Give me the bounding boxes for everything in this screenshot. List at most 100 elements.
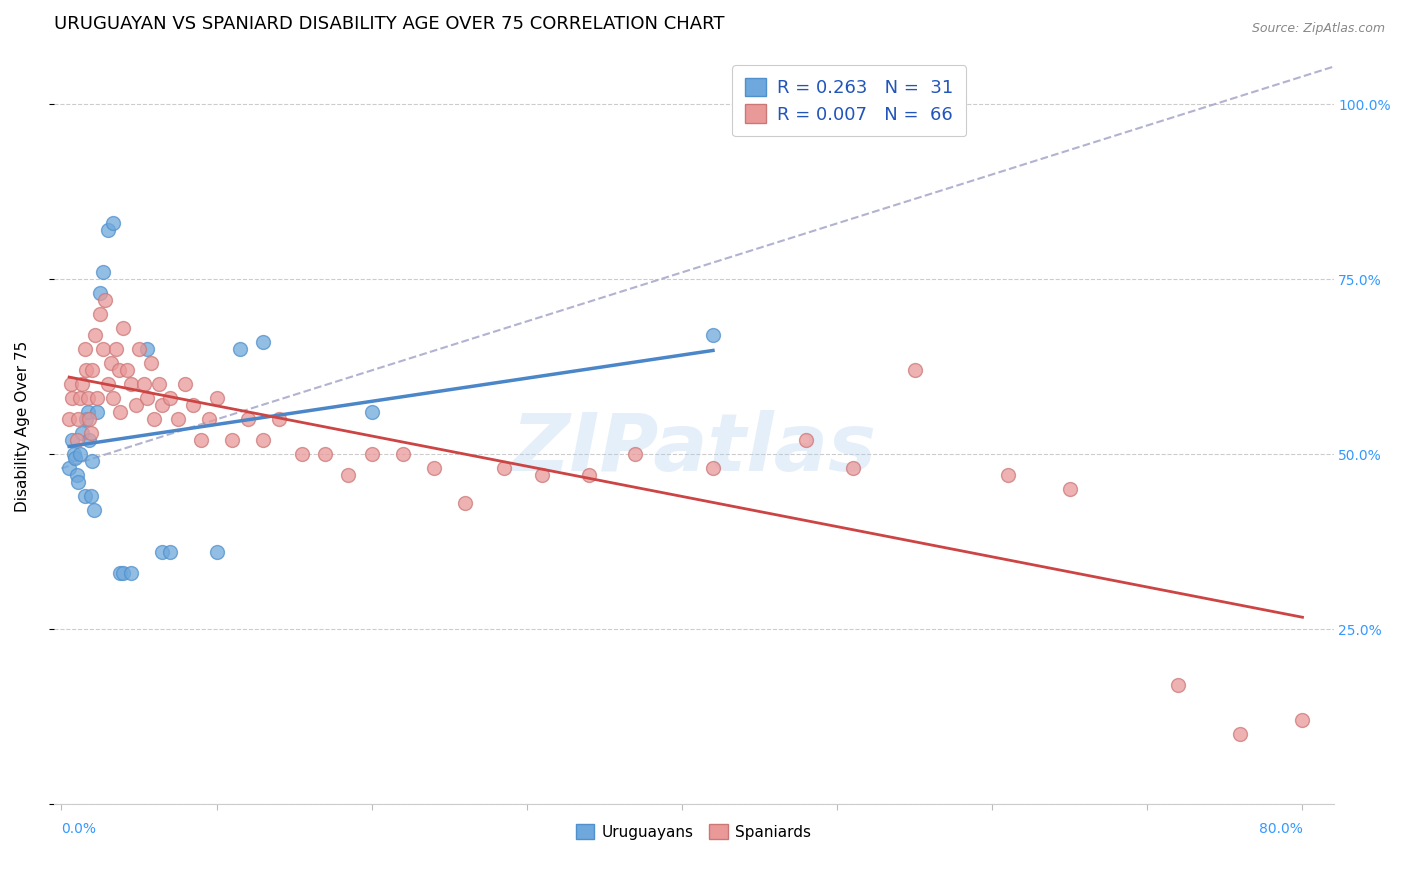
Point [86,392,108,406]
Point [110,566,132,581]
Point [91,265,114,279]
Point [101,392,124,406]
Point [62,447,84,461]
Point [76,392,98,406]
Point [86,405,108,419]
Point [97,223,120,237]
Point [120,566,142,581]
Point [360,405,382,419]
Point [997,468,1019,483]
Point [79,434,101,448]
Point [252,335,274,350]
Point [197,412,219,426]
Point [67,412,90,426]
Point [83,503,105,517]
Point [702,328,724,343]
Point [115,363,138,377]
Point [1167,678,1189,692]
Point [841,461,863,475]
Text: ZIPatlas: ZIPatlas [510,410,876,488]
Point [143,412,166,426]
Point [82,454,104,468]
Point [190,434,212,448]
Point [97,377,120,392]
Point [94,293,117,308]
Point [76,405,98,419]
Point [67,475,90,490]
Point [110,405,132,419]
Point [125,398,148,412]
Point [1291,714,1313,728]
Point [159,392,181,406]
Point [337,468,360,483]
Point [1059,483,1081,497]
Point [150,545,173,559]
Legend: Uruguayans, Spaniards: Uruguayans, Spaniards [569,818,817,846]
Point [135,343,157,357]
Text: URUGUAYAN VS SPANIARD DISABILITY AGE OVER 75 CORRELATION CHART: URUGUAYAN VS SPANIARD DISABILITY AGE OVE… [53,15,724,33]
Point [66,434,89,448]
Text: 0.0%: 0.0% [62,822,97,836]
Point [104,343,127,357]
Point [75,412,97,426]
Point [229,343,252,357]
Point [159,545,181,559]
Point [141,356,163,370]
Point [73,343,96,357]
Point [205,545,228,559]
Point [422,461,444,475]
Point [60,392,83,406]
Point [531,468,554,483]
Point [80,489,103,503]
Point [120,377,142,392]
Text: Source: ZipAtlas.com: Source: ZipAtlas.com [1251,22,1385,36]
Text: 80.0%: 80.0% [1258,822,1302,836]
Point [80,426,103,441]
Point [101,216,124,230]
Point [702,461,724,475]
Point [135,392,157,406]
Point [578,468,600,483]
Point [1229,727,1251,741]
Point [91,343,114,357]
Point [82,363,104,377]
Point [252,434,274,448]
Point [69,392,91,406]
Point [69,447,91,461]
Point [291,447,314,461]
Point [59,377,82,392]
Point [89,286,111,301]
Point [112,321,135,335]
Point [58,461,80,475]
Point [73,489,96,503]
Point [60,434,83,448]
Point [70,377,93,392]
Point [58,412,80,426]
Point [360,447,382,461]
Point [89,307,111,321]
Point [65,450,87,465]
Point [492,461,515,475]
Point [150,398,173,412]
Y-axis label: Disability Age Over 75: Disability Age Over 75 [15,341,30,512]
Point [100,356,122,370]
Point [624,447,647,461]
Point [904,363,927,377]
Point [75,363,97,377]
Point [391,447,413,461]
Point [112,566,135,581]
Point [205,392,228,406]
Point [79,412,101,426]
Point [314,447,336,461]
Point [181,398,204,412]
Point [84,328,107,343]
Point [236,412,259,426]
Point [132,377,155,392]
Point [454,496,477,510]
Point [174,377,197,392]
Point [166,412,188,426]
Point [221,434,243,448]
Point [66,468,89,483]
Point [794,434,817,448]
Point [70,426,93,441]
